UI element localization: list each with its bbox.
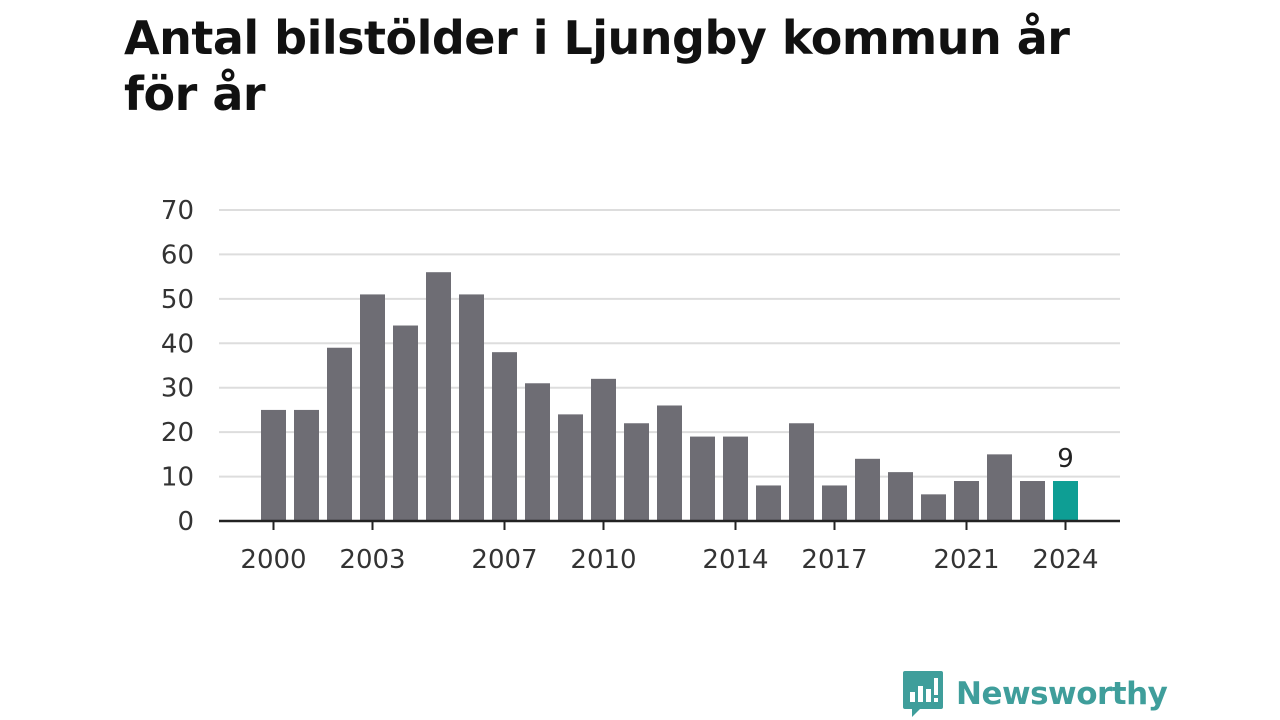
data-label-highlight: 9 xyxy=(1057,444,1074,474)
x-tick-label: 2007 xyxy=(471,545,537,575)
bar xyxy=(360,294,385,521)
y-tick-label: 30 xyxy=(161,374,194,404)
x-tick-label: 2000 xyxy=(240,545,306,575)
newsworthy-logo: Newsworthy xyxy=(902,670,1168,718)
x-tick-label: 2003 xyxy=(339,545,405,575)
bar xyxy=(756,485,781,521)
bar xyxy=(690,436,715,521)
bar xyxy=(789,423,814,521)
bar xyxy=(723,436,748,521)
x-tick-label: 2017 xyxy=(801,545,867,575)
bar xyxy=(294,409,319,521)
y-tick-label: 70 xyxy=(161,196,194,226)
chart-title: Antal bilstölder i Ljungby kommun år för… xyxy=(124,11,1070,121)
x-tick-label: 2010 xyxy=(570,545,636,575)
newsworthy-speech-bubble-bar-chart-icon xyxy=(903,671,943,717)
bar xyxy=(492,352,517,521)
bar-highlight xyxy=(1053,481,1078,521)
bar xyxy=(954,481,979,521)
bar xyxy=(921,494,946,521)
bar xyxy=(558,414,583,521)
bar xyxy=(459,294,484,521)
bars xyxy=(261,272,1078,521)
bar xyxy=(426,272,451,521)
bar xyxy=(327,347,352,521)
bar xyxy=(822,485,847,521)
bar xyxy=(525,383,550,521)
bar xyxy=(393,325,418,521)
data-labels: 9 xyxy=(1057,444,1074,474)
bar xyxy=(1020,481,1045,521)
y-tick-label: 0 xyxy=(177,507,194,537)
bar xyxy=(855,458,880,521)
bar xyxy=(624,423,649,521)
y-axis-ticks: 0 10 20 30 40 50 60 70 xyxy=(161,196,194,537)
y-tick-label: 10 xyxy=(161,463,194,493)
y-tick-label: 50 xyxy=(161,285,194,315)
bar xyxy=(987,454,1012,521)
y-tick-label: 40 xyxy=(161,329,194,359)
x-tick-label: 2014 xyxy=(702,545,768,575)
x-tick-label: 2024 xyxy=(1032,545,1098,575)
y-tick-label: 60 xyxy=(161,240,194,270)
bar xyxy=(657,405,682,521)
x-tick-label: 2021 xyxy=(933,545,999,575)
bar xyxy=(888,472,913,521)
y-tick-label: 20 xyxy=(161,418,194,448)
x-axis-ticks: 2000 2003 2007 2010 2014 2017 2021 2024 xyxy=(240,521,1099,575)
brand-name: Newsworthy xyxy=(956,676,1168,712)
bar xyxy=(261,409,286,521)
bar xyxy=(591,378,616,521)
